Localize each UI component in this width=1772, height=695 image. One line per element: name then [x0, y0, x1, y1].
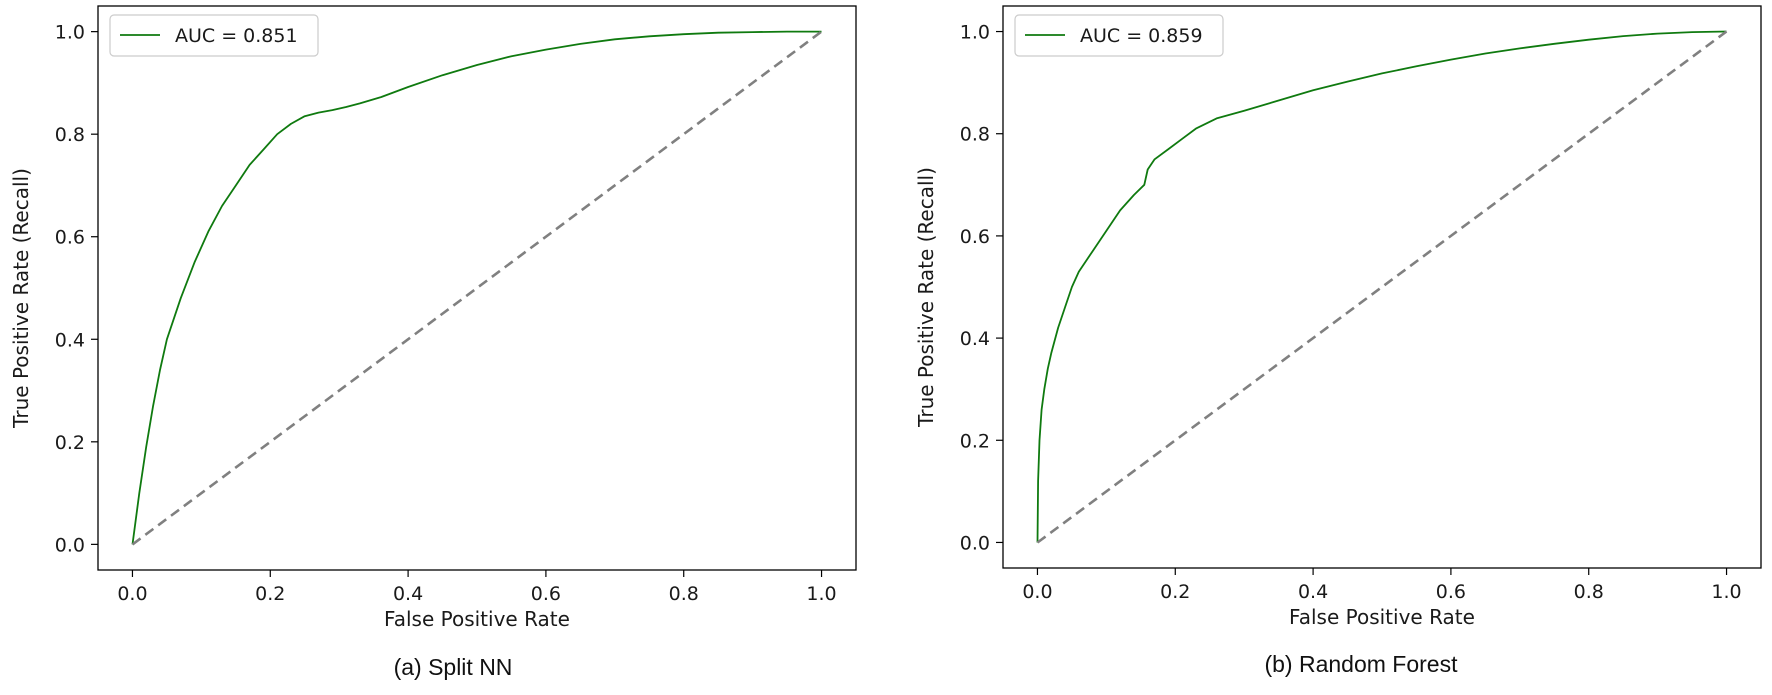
legend-box — [1014, 14, 1224, 57]
y-tick-label: 0.8 — [960, 124, 990, 146]
roc-curve-line — [1036, 30, 1727, 543]
x-tick-label: 0.4 — [1298, 581, 1328, 603]
x-tick-label: 1.0 — [806, 583, 836, 605]
chart-panel-2: 0.0 0.2 0.4 0.6 0.8 1.0 0.0 0.2 0.4 0.6 0.8 1.0 Fals… — [914, 5, 1762, 677]
x-axis-label: False Positive Rate — [1289, 605, 1475, 629]
x-tick-label: 0.6 — [531, 583, 561, 605]
x-tick-label: 0.4 — [393, 583, 423, 605]
axes-frame — [1002, 5, 1762, 569]
y-axis-label: True Positive Rate (Recall) — [9, 168, 33, 429]
legend-box — [109, 14, 319, 57]
chart-panel-1: 0.0 0.2 0.4 0.6 0.8 1.0 0.0 0.2 0.4 0.6 0.8 1.0 Fals… — [9, 5, 857, 680]
axes-frame — [97, 5, 857, 571]
x-tick-label: 1.0 — [1711, 581, 1741, 603]
x-tick-label: 0.2 — [1160, 581, 1190, 603]
y-tick-label: 0.2 — [55, 432, 85, 454]
chart-caption: (a) Split NN — [394, 654, 513, 680]
legend-label: AUC = 0.851 — [175, 25, 298, 47]
x-tick-label: 0.2 — [255, 583, 285, 605]
y-tick-label: 0.2 — [960, 430, 990, 452]
legend: AUC = 0.851 — [109, 14, 319, 57]
x-tick-label: 0.6 — [1436, 581, 1466, 603]
y-axis-label: True Positive Rate (Recall) — [914, 167, 938, 428]
y-tick-label: 0.6 — [55, 227, 85, 249]
x-tick-label: 0.8 — [1574, 581, 1604, 603]
x-tick-label: 0.0 — [117, 583, 147, 605]
legend: AUC = 0.859 — [1014, 14, 1224, 57]
y-tick-label: 0.0 — [55, 534, 85, 556]
y-tick-label: 0.6 — [960, 226, 990, 248]
y-tick-label: 0.4 — [960, 328, 990, 350]
y-tick-label: 1.0 — [55, 22, 85, 44]
diagonal-reference-line — [1036, 30, 1728, 544]
y-tick-label: 1.0 — [960, 22, 990, 44]
chart-caption: (b) Random Forest — [1264, 651, 1458, 677]
roc-curve-line — [131, 30, 822, 545]
y-tick-label: 0.0 — [960, 532, 990, 554]
diagonal-reference-line — [131, 30, 823, 546]
x-axis-label: False Positive Rate — [384, 607, 570, 631]
x-tick-label: 0.0 — [1022, 581, 1052, 603]
y-tick-label: 0.4 — [55, 329, 85, 351]
y-tick-label: 0.8 — [55, 124, 85, 146]
legend-label: AUC = 0.859 — [1080, 25, 1203, 47]
x-tick-label: 0.8 — [669, 583, 699, 605]
